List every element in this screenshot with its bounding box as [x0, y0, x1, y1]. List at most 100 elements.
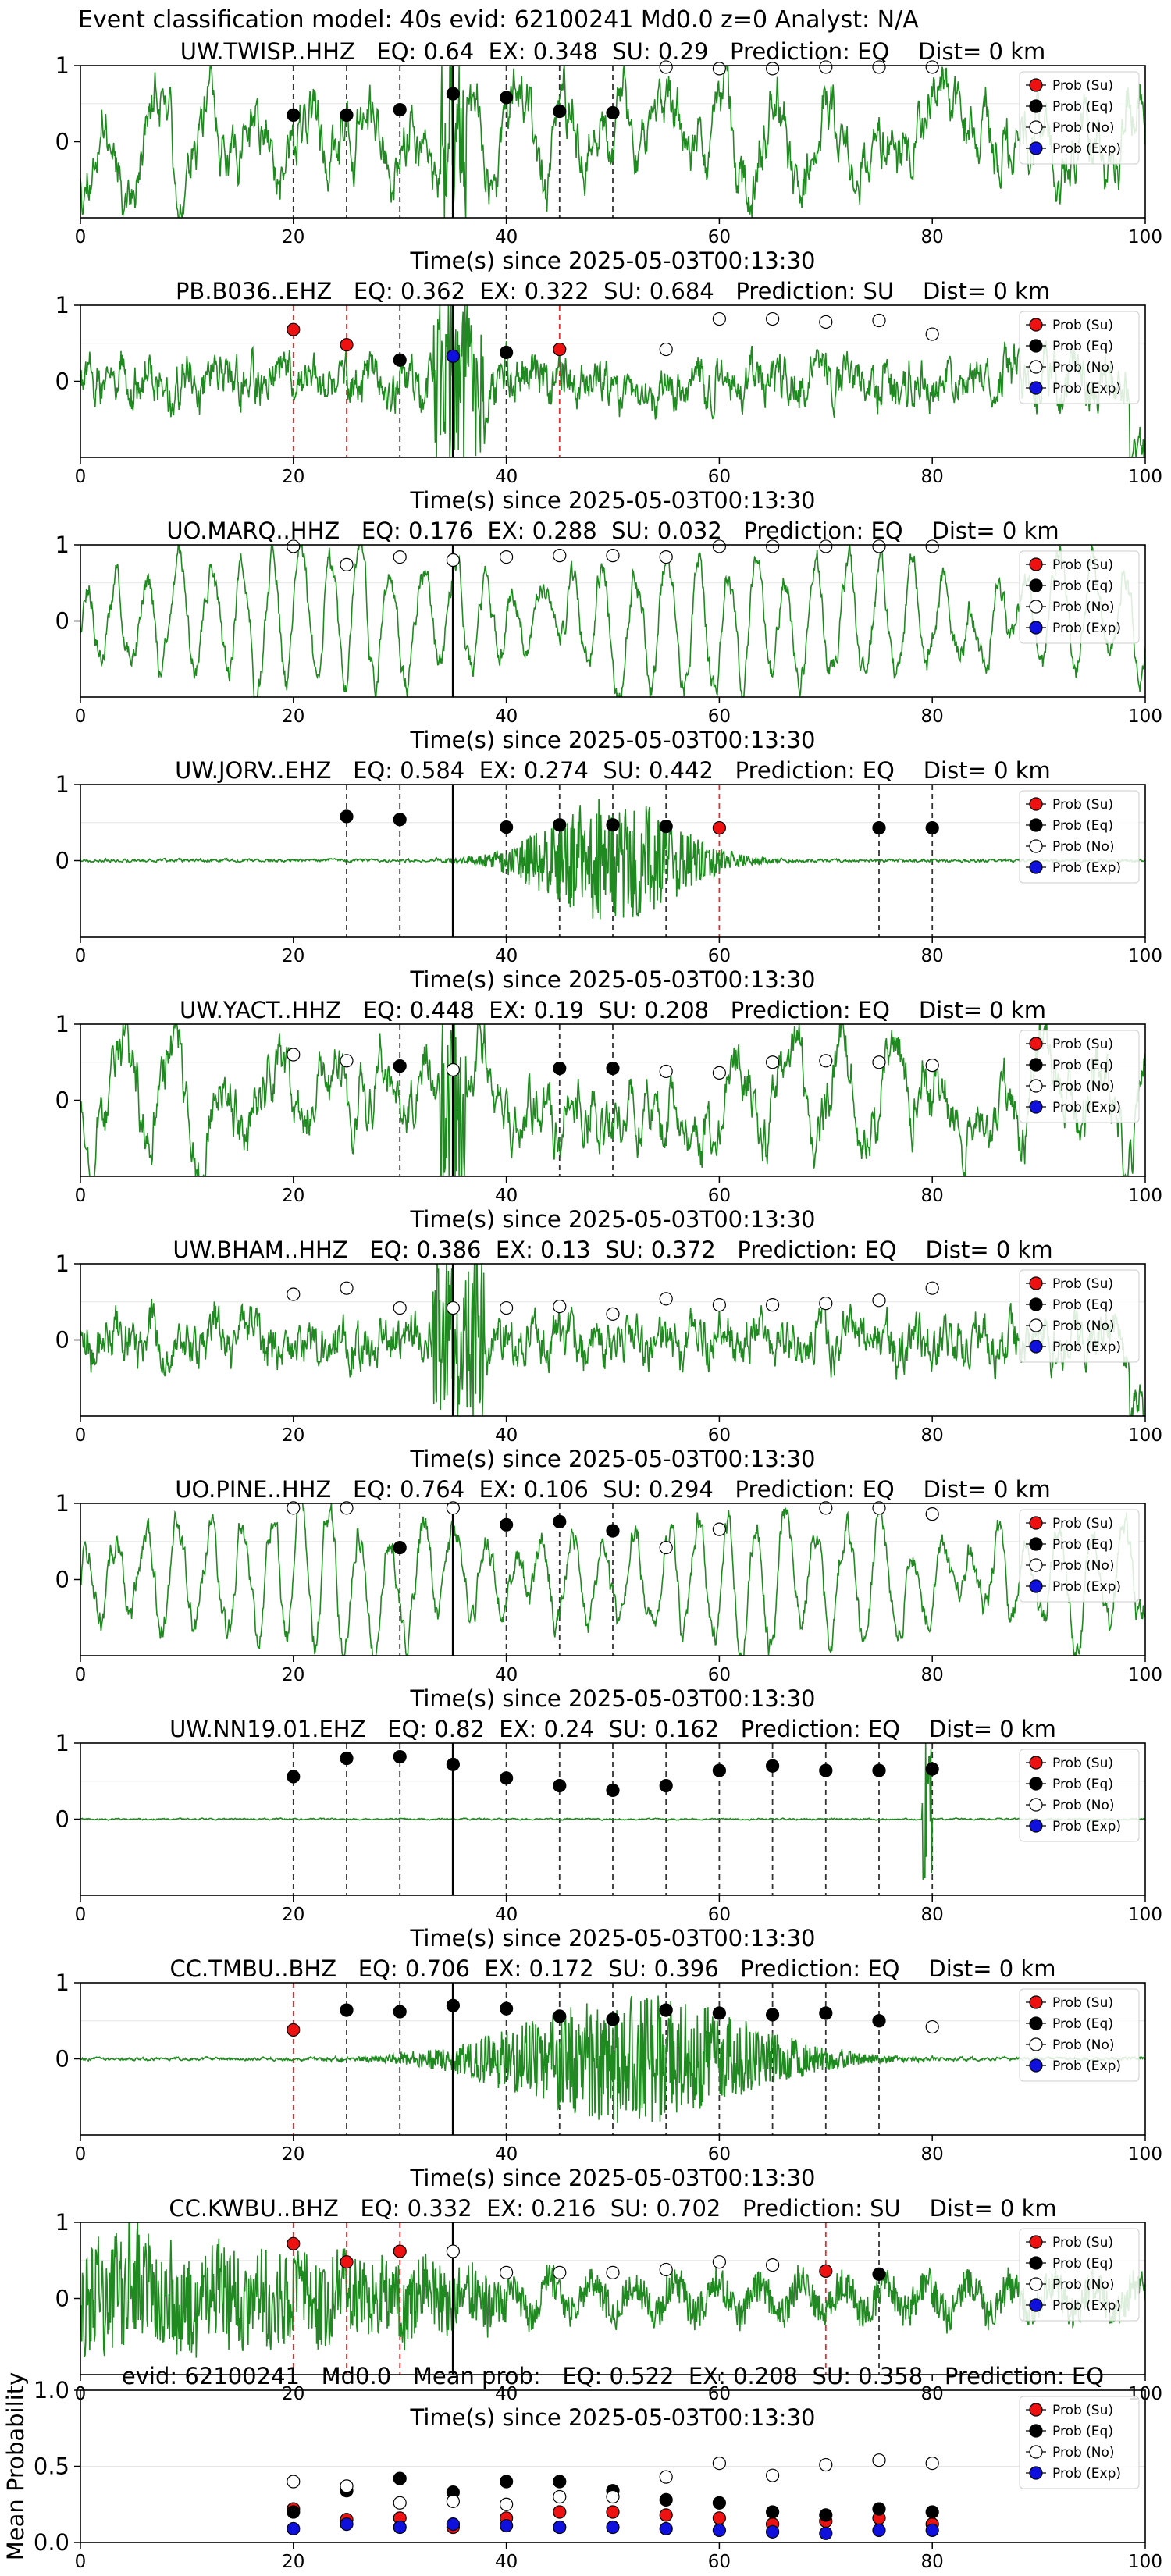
summary-ylabel: Mean Probability [2, 2372, 29, 2561]
panel-8-ytick-label: 1 [55, 1730, 69, 1756]
panel-7-ytick-label: 0 [55, 1567, 69, 1593]
panel-9-legend-marker-exp [1029, 2058, 1043, 2073]
panel-1-xlabel: Time(s) since 2025-05-03T00:13:30 [410, 247, 816, 274]
panel-8-marker-eq [659, 1779, 673, 1793]
panel-6-ytick-label: 0 [55, 1327, 69, 1354]
summary-marker-exp [872, 2523, 886, 2537]
panel-3-legend-label-exp: Prob (Exp) [1052, 621, 1121, 636]
panel-9-xlabel: Time(s) since 2025-05-03T00:13:30 [410, 2165, 816, 2191]
panel-7-xtick-label: 60 [708, 1665, 731, 1685]
panel-2-marker-no [659, 342, 673, 357]
panel-7: 0 20 40 60 80 100 0 1 Prob (Su) Prob (Eq) Prob (No… [55, 1476, 1162, 1712]
panel-10-legend-marker-exp [1029, 2298, 1043, 2312]
panel-8-legend-marker-no [1029, 1798, 1043, 1812]
panel-1-legend-label-su: Prob (Su) [1052, 78, 1113, 94]
panel-9-marker-eq [819, 2006, 833, 2020]
panel-8-marker-eq [340, 1751, 354, 1766]
panel-8-legend-marker-exp [1029, 1819, 1043, 1833]
panel-6-marker-no [499, 1300, 514, 1315]
panel-4-ytick-label: 0 [55, 848, 69, 874]
panel-3-xtick-label: 60 [708, 706, 731, 727]
panel-7-legend-marker-no [1029, 1558, 1043, 1572]
summary-legend-label-exp: Prob (Exp) [1052, 2466, 1121, 2482]
panel-7-legend-label-no: Prob (No) [1052, 1558, 1115, 1574]
panel-6-xtick-label: 60 [708, 1425, 731, 1446]
summary-ytick-label: 0.0 [34, 2529, 69, 2556]
panel-9-waveform [80, 1995, 1145, 2123]
panel-7-xtick-label: 100 [1128, 1665, 1162, 1685]
panel-8-marker-eq [765, 1759, 780, 1773]
summary-marker-eq [287, 2505, 301, 2519]
panel-7-waveform [80, 1503, 1145, 1656]
panel-3-legend-label-eq: Prob (Eq) [1052, 578, 1113, 594]
panel-2-legend-marker-su [1029, 318, 1043, 332]
panel-10-xtick-label: 60 [708, 2384, 731, 2404]
panel-1-marker-eq [393, 102, 407, 117]
panel-4-xtick-label: 0 [75, 946, 87, 966]
summary-legend-marker-no [1029, 2445, 1043, 2459]
panel-9-marker-eq [340, 2003, 354, 2017]
summary-marker-exp [446, 2517, 461, 2532]
panel-2-xtick-label: 100 [1128, 467, 1162, 487]
summary-panel: 0 20 40 60 80 100 0.0 0.5 1.0 Prob (Su) Prob (Eq) P… [2, 2363, 1162, 2572]
panel-7-title: UO.PINE..HHZ EQ: 0.764 EX: 0.106 SU: 0.2… [175, 1476, 1050, 1503]
panel-4-xlabel: Time(s) since 2025-05-03T00:13:30 [410, 966, 816, 993]
panel-7-marker-no [872, 1501, 886, 1515]
panel-7-marker-eq [499, 1517, 514, 1532]
summary-marker-eq [659, 2492, 673, 2507]
panel-10-marker-no [553, 2265, 567, 2279]
panel-2-xtick-label: 80 [921, 467, 944, 487]
panel-5-marker-no [659, 1064, 673, 1079]
panel-9-xtick-label: 100 [1128, 2144, 1162, 2165]
panel-10-legend-label-eq: Prob (Eq) [1052, 2256, 1113, 2272]
panel-8-marker-eq [553, 1779, 567, 1793]
panel-10-marker-su [819, 2264, 833, 2278]
panel-9-legend-label-eq: Prob (Eq) [1052, 2016, 1113, 2032]
panel-1-marker-eq [287, 108, 301, 122]
summary-xtick-label: 100 [1128, 2552, 1162, 2572]
panel-6-xtick-label: 0 [75, 1425, 87, 1446]
panel-3-legend-marker-eq [1029, 578, 1043, 592]
panel-9-marker-eq [872, 2014, 886, 2028]
panel-1-ytick-label: 1 [55, 52, 69, 79]
summary-marker-exp [925, 2523, 939, 2537]
panel-2-xtick-label: 40 [495, 467, 518, 487]
summary-title: evid: 62100241 Md0.0 Mean prob: EQ: 0.52… [122, 2363, 1104, 2389]
panel-8-waveform [80, 1743, 1145, 1880]
panel-5-xtick-label: 80 [921, 1186, 944, 1206]
summary-legend-label-eq: Prob (Eq) [1052, 2424, 1113, 2439]
panel-6-marker-no [872, 1293, 886, 1308]
summary-marker-eq [712, 2496, 727, 2510]
panel-5: 0 20 40 60 80 100 0 1 Prob (Su) Prob (Eq) Prob (No… [55, 997, 1162, 1233]
panel-4-xtick-label: 100 [1128, 946, 1162, 966]
panel-10-marker-su [393, 2244, 407, 2258]
summary-marker-su [659, 2508, 673, 2522]
panel-5-marker-no [287, 1048, 301, 1062]
panel-1-legend-label-exp: Prob (Exp) [1052, 141, 1121, 157]
panel-5-xtick-label: 20 [282, 1186, 304, 1206]
panel-6-marker-no [925, 1281, 939, 1295]
panel-10-marker-su [287, 2236, 301, 2250]
summary-legend-marker-su [1029, 2403, 1043, 2417]
panel-8-title: UW.NN19.01.EHZ EQ: 0.82 EX: 0.24 SU: 0.1… [169, 1716, 1056, 1742]
panel-10-marker-no [659, 2262, 673, 2277]
panel-1-legend-label-no: Prob (No) [1052, 120, 1115, 136]
panel-8-legend-label-su: Prob (Su) [1052, 1756, 1113, 1771]
panel-5-xtick-label: 40 [495, 1186, 518, 1206]
panel-6-legend-marker-no [1029, 1318, 1043, 1332]
panel-6-marker-no [765, 1298, 780, 1312]
panel-8-xtick-label: 20 [282, 1905, 304, 1925]
panel-8-xlabel: Time(s) since 2025-05-03T00:13:30 [410, 1925, 816, 1952]
panel-9-legend-marker-eq [1029, 2016, 1043, 2030]
panel-8-marker-eq [446, 1757, 461, 1771]
panel-9-marker-eq [606, 2012, 620, 2026]
panel-3-marker-no [819, 539, 833, 553]
panel-8-ytick-label: 0 [55, 1806, 69, 1833]
panel-6-marker-no [659, 1292, 673, 1306]
panel-2-title: PB.B036..EHZ EQ: 0.362 EX: 0.322 SU: 0.6… [176, 278, 1050, 304]
summary-marker-no [712, 2457, 727, 2471]
panel-5-xtick-label: 60 [708, 1186, 731, 1206]
panel-4-marker-eq [340, 809, 354, 824]
panel-7-legend-label-exp: Prob (Exp) [1052, 1579, 1121, 1595]
panel-5-marker-eq [553, 1061, 567, 1076]
